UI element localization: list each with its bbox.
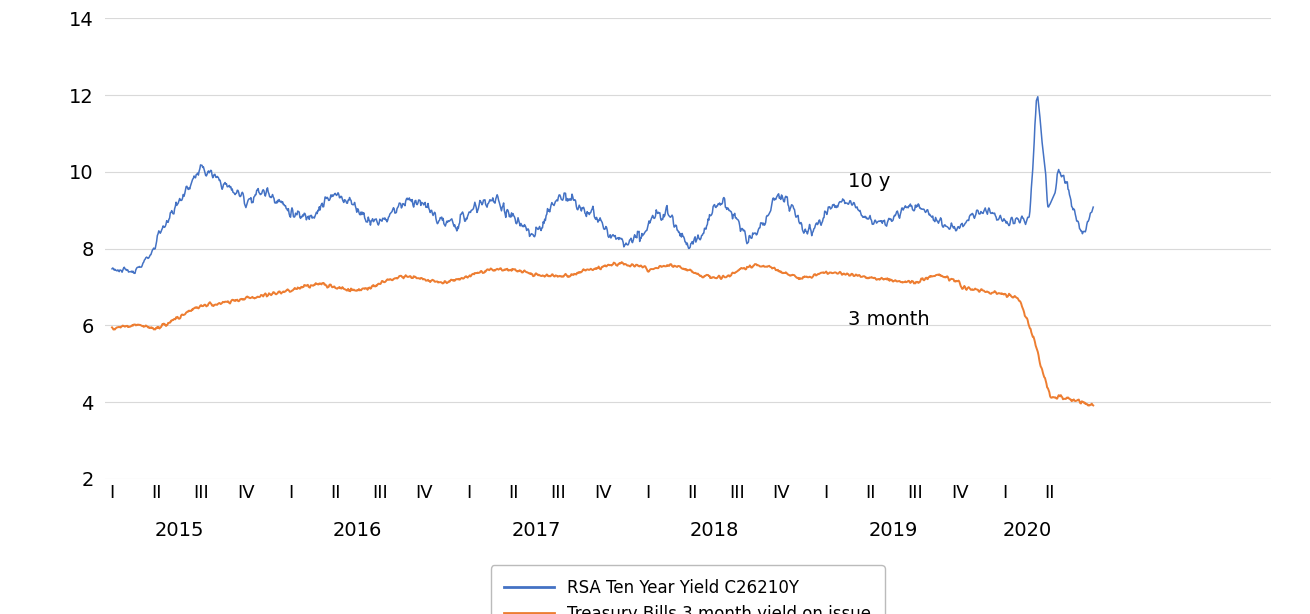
Text: 10 y: 10 y	[849, 173, 891, 192]
Legend: RSA Ten Year Yield C26210Y, Treasury Bills 3 month yield on issue: RSA Ten Year Yield C26210Y, Treasury Bil…	[491, 565, 884, 614]
Text: 3 month: 3 month	[849, 311, 930, 330]
